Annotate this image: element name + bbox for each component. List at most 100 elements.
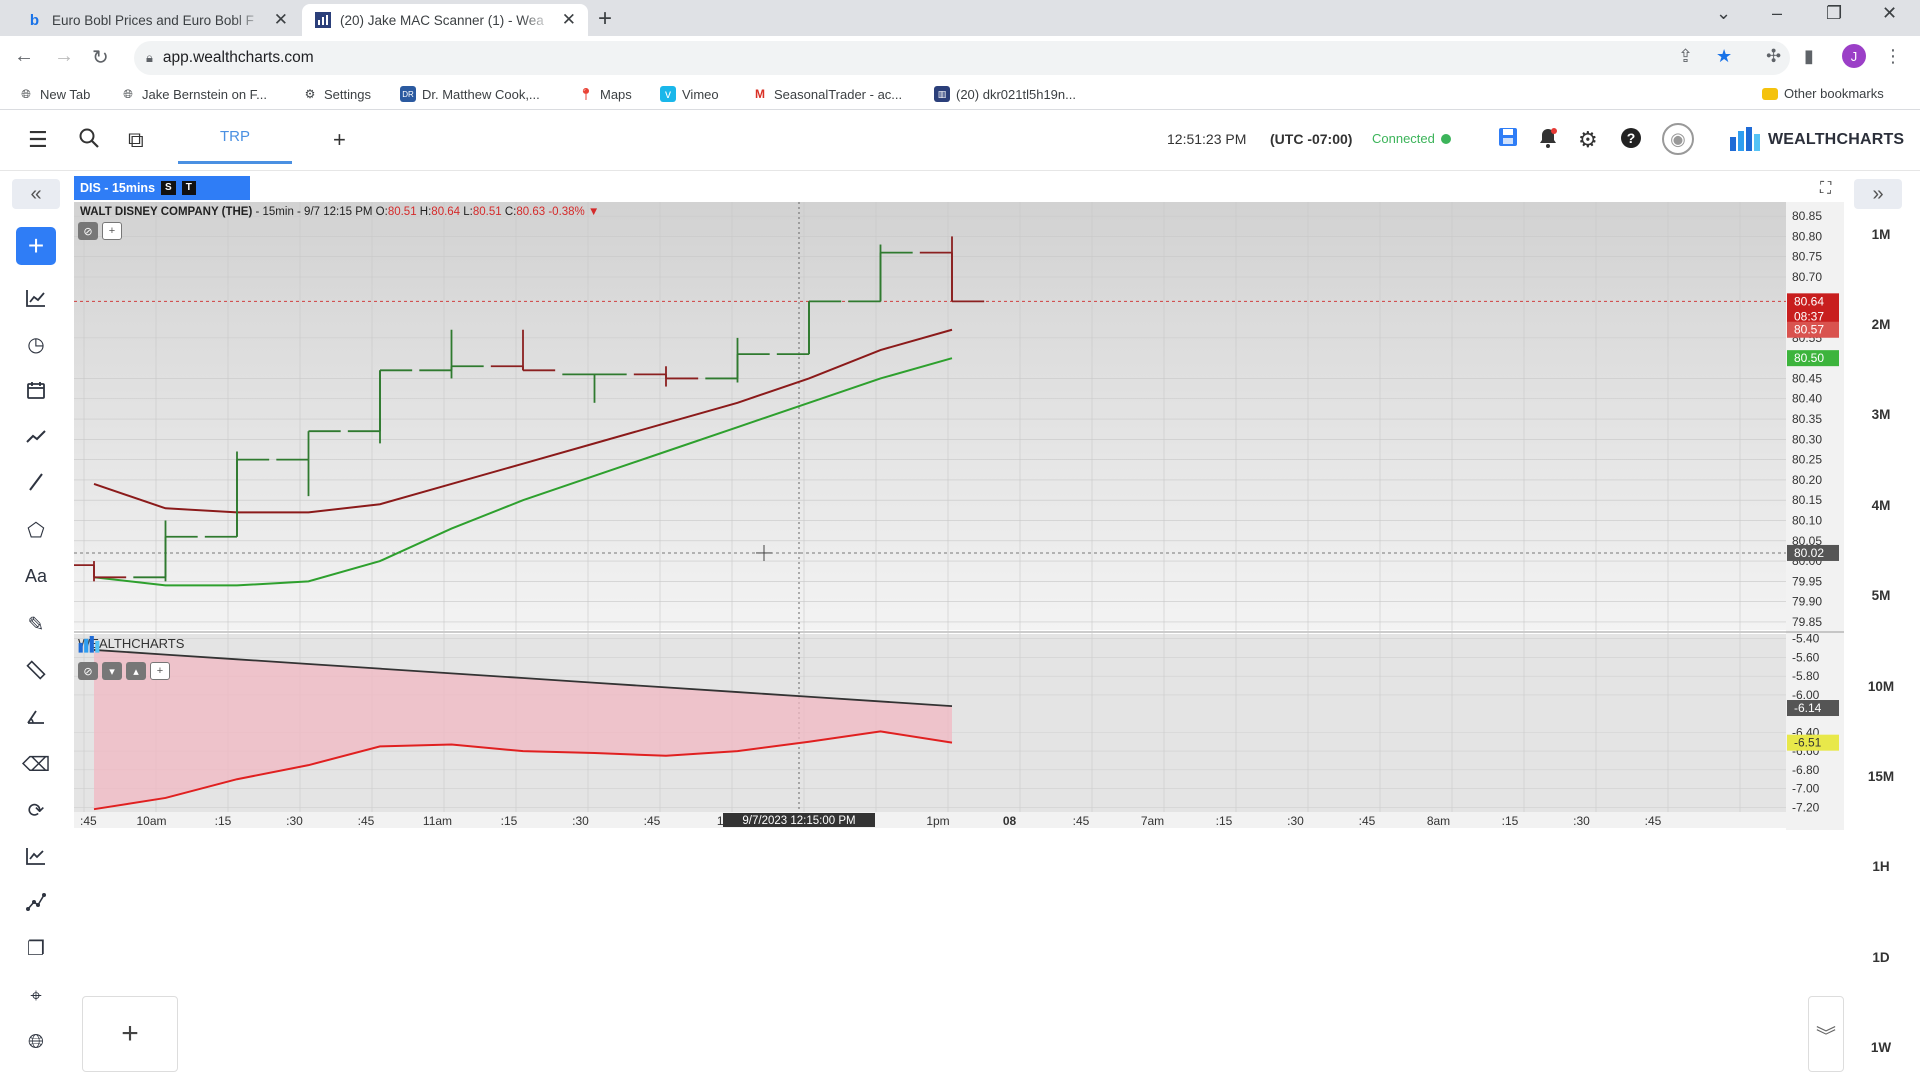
hide-indicator-icon[interactable]: ⊘ [78, 662, 98, 680]
user-avatar-icon[interactable]: ◉ [1662, 123, 1694, 155]
price-axis-badge-subtext: 08:37 [1794, 309, 1824, 323]
other-bookmarks[interactable]: Other bookmarks [1762, 86, 1884, 101]
layers-icon[interactable]: ❐ [27, 937, 45, 960]
trend-indicator-icon[interactable] [16, 417, 56, 455]
change-down-arrow-icon: ▼ [587, 206, 600, 218]
address-bar[interactable]: 🔒︎ app.wealthcharts.com [134, 41, 1790, 75]
time-tick-label: :30 [286, 814, 303, 828]
pencil-icon[interactable]: ✎ [27, 613, 45, 636]
vimeo-icon: v [660, 86, 676, 102]
time-tick-label: :30 [572, 814, 589, 828]
minimize-icon[interactable]: – [1772, 3, 1783, 23]
crosshair-target-icon[interactable]: ⌖ [30, 984, 42, 1007]
collapse-left-icon[interactable]: « [12, 179, 60, 209]
maps-icon: 📍︎ [578, 87, 594, 101]
globe-icon[interactable]: 🌐︎ [28, 1030, 44, 1053]
calendar-icon[interactable] [16, 371, 56, 409]
hamburger-menu-icon[interactable]: ☰ [28, 127, 48, 152]
timeframe-3m[interactable]: 3M [1871, 407, 1891, 422]
time-tick-label: :15 [1502, 814, 1519, 828]
move-down-icon[interactable]: ▾ [102, 662, 122, 680]
ruler-icon[interactable] [16, 651, 56, 689]
browser-tab[interactable]: b Euro Bobl Prices and Euro Bobl F ✕ [14, 4, 300, 36]
new-tab-icon[interactable]: + [598, 5, 613, 32]
expand-panel-chevron-icon[interactable]: ︾ [1808, 996, 1844, 1072]
close-tab-icon[interactable]: ✕ [561, 10, 576, 29]
side-panel-icon[interactable]: ▮ [1804, 46, 1814, 66]
bookmark-label: Settings [324, 86, 371, 102]
chart-area[interactable]: 80.85 80.80 80.75 80.70 80.55 80.45 80.40 80.35… [74, 202, 1844, 958]
reload-icon[interactable]: ↻ [92, 47, 109, 69]
text-tool-icon[interactable]: Aa [24, 565, 48, 586]
timeframe-1d[interactable]: 1D [1872, 950, 1890, 965]
move-up-icon[interactable]: ▴ [126, 662, 146, 680]
badge-t[interactable]: T [181, 181, 196, 195]
layouts-icon[interactable]: ⧉ [128, 127, 144, 152]
bar-details: - 15min - 9/7 12:15 PM O: [252, 206, 388, 218]
browser-menu-icon[interactable]: ⋮ [1884, 46, 1902, 66]
indicators-icon[interactable] [16, 837, 56, 875]
add-tab-icon[interactable]: + [333, 127, 346, 152]
timezone[interactable]: (UTC -07:00) [1270, 131, 1353, 147]
hide-pane-icon[interactable]: ⊘ [78, 222, 98, 240]
bookmark-item[interactable]: 🌐︎ Jake Bernstein on F... [120, 86, 267, 102]
sync-icon[interactable]: ⟳ [27, 799, 45, 822]
search-icon[interactable] [78, 127, 100, 155]
expand-indicator-icon[interactable]: + [150, 662, 170, 680]
save-icon[interactable] [1498, 127, 1518, 153]
bookmark-item[interactable]: v Vimeo [660, 86, 719, 102]
price-axis-badge [1787, 544, 1839, 561]
bookmark-item[interactable]: M SeasonalTrader - ac... [752, 86, 902, 102]
badge-s[interactable]: S [161, 181, 176, 195]
browser-tab-active[interactable]: (20) Jake MAC Scanner (1) - Wea ✕ [302, 4, 588, 36]
symbol-tab[interactable]: DIS - 15mins S T [74, 176, 250, 200]
timeframe-1h[interactable]: 1H [1872, 859, 1890, 874]
timeframe-4m[interactable]: 4M [1871, 498, 1891, 513]
back-arrow-icon[interactable]: ← [14, 45, 34, 67]
price-tick-label: 80.25 [1792, 453, 1822, 467]
timeframe-bar: » 1M 2M 3M 4M 5M 10M 15M 1H 1D 1W [1842, 171, 1920, 1080]
timeframe-1m[interactable]: 1M [1871, 227, 1891, 242]
alerts-bell-icon[interactable] [1538, 127, 1558, 155]
bookmark-star-icon[interactable]: ★ [1716, 46, 1733, 66]
profile-avatar[interactable]: J [1842, 44, 1866, 68]
url-text[interactable]: app.wealthcharts.com [162, 49, 314, 66]
timeframe-2m[interactable]: 2M [1871, 317, 1891, 332]
price-tick-label: 80.20 [1792, 473, 1822, 487]
close-tab-icon[interactable]: ✕ [273, 10, 288, 29]
expand-pane-icon[interactable]: + [102, 222, 122, 240]
share-icon[interactable]: ⇪ [1678, 46, 1694, 66]
close-window-icon[interactable]: ✕ [1882, 3, 1898, 23]
help-icon[interactable]: ? [1620, 127, 1642, 155]
indicator-tick-label: -7.20 [1792, 800, 1820, 814]
forward-arrow-icon[interactable]: → [54, 45, 74, 67]
clock-icon[interactable]: ◷ [27, 333, 45, 356]
eraser-icon[interactable]: ⌫ [21, 753, 51, 776]
add-panel-button[interactable]: + [82, 996, 178, 1072]
bookmark-item[interactable]: 🌐︎ New Tab [18, 86, 90, 102]
add-tool-button[interactable]: + [16, 227, 56, 265]
time-tick-label: 11am [423, 814, 452, 828]
trend-line-icon[interactable] [16, 463, 56, 501]
bookmark-item[interactable]: ▥ (20) dkr021tl5h19n... [934, 86, 1076, 102]
price-chart-svg[interactable]: 80.8580.8080.7580.7080.5580.4580.4080.35… [74, 202, 1844, 958]
bookmark-item[interactable]: ⚙ Settings [302, 86, 371, 102]
fullscreen-icon[interactable]: ⛶ [1820, 180, 1832, 197]
settings-gear-icon[interactable]: ⚙ [1578, 127, 1598, 152]
extensions-puzzle-icon[interactable]: ✣ [1766, 46, 1782, 66]
bookmark-item[interactable]: 📍︎ Maps [578, 86, 631, 102]
chart-type-icon[interactable] [16, 279, 56, 317]
restore-icon[interactable]: ❐ [1826, 3, 1843, 23]
timeframe-10m[interactable]: 10M [1867, 679, 1895, 694]
bookmark-item[interactable]: DR Dr. Matthew Cook,... [400, 86, 540, 102]
collapse-right-icon[interactable]: » [1854, 179, 1902, 209]
watermark: WEALTHCHARTS [78, 636, 184, 653]
tab-trp[interactable]: TRP [178, 111, 292, 164]
shapes-icon[interactable]: ⬠ [27, 519, 45, 542]
timeframe-1w[interactable]: 1W [1870, 1040, 1892, 1055]
timeframe-15m[interactable]: 15M [1867, 769, 1895, 784]
nodes-icon[interactable] [16, 883, 56, 921]
timeframe-5m[interactable]: 5M [1871, 588, 1891, 603]
measure-angle-icon[interactable] [16, 697, 56, 735]
tab-search-chevron-icon[interactable]: ⌄ [1716, 3, 1732, 23]
